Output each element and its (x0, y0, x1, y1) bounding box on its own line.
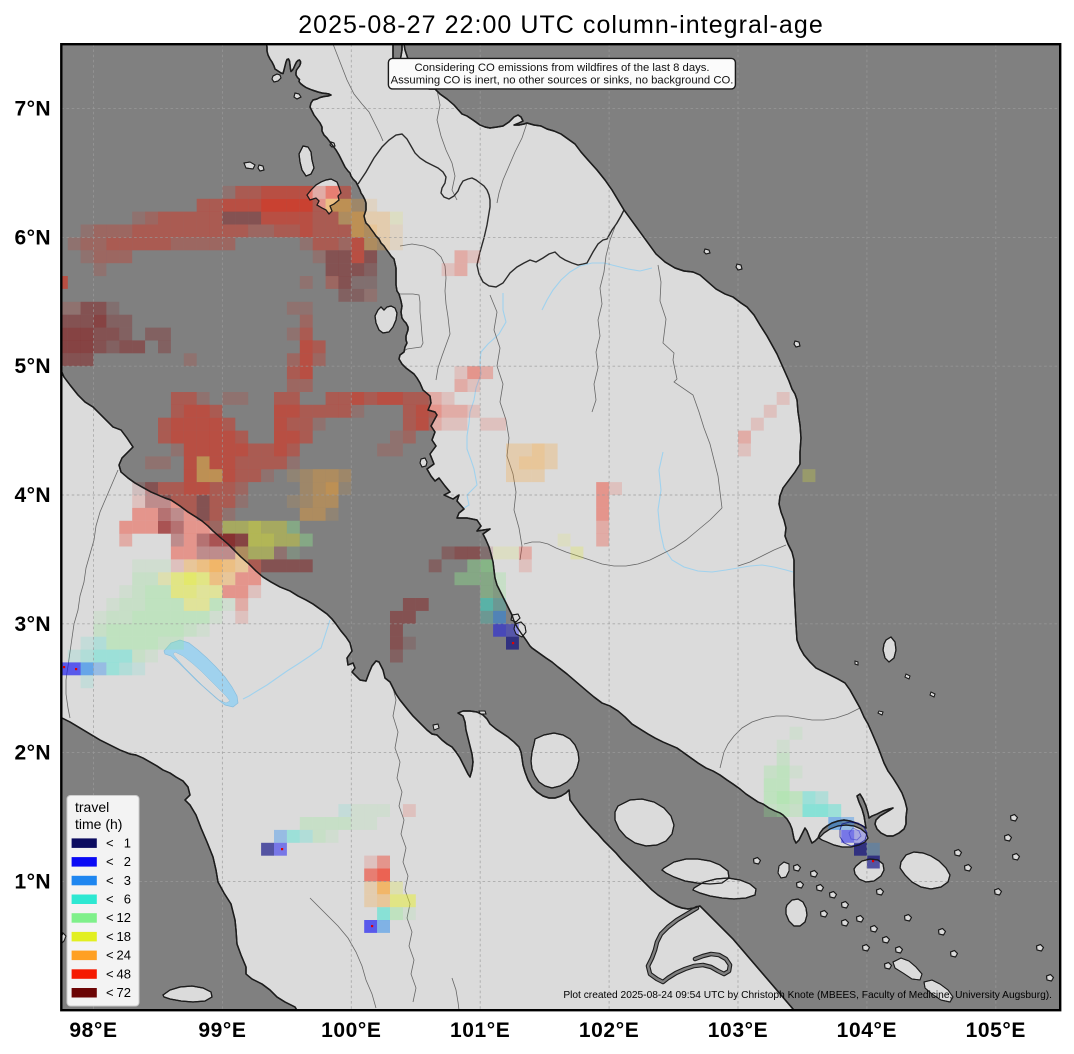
svg-text:<: < (106, 929, 114, 944)
svg-text:2025-08-27 22:00 UTC column-in: 2025-08-27 22:00 UTC column-integral-age (298, 11, 824, 39)
svg-text:3°N: 3°N (15, 613, 51, 636)
svg-text:99°E: 99°E (198, 1019, 246, 1042)
svg-text:105°E: 105°E (966, 1019, 1026, 1042)
svg-text:103°E: 103°E (708, 1019, 768, 1042)
svg-text:travel: travel (75, 799, 109, 815)
svg-text:<: < (106, 892, 114, 907)
svg-text:<: < (106, 854, 114, 869)
svg-text:2: 2 (124, 854, 131, 869)
svg-text:6°N: 6°N (15, 226, 51, 249)
svg-text:<: < (106, 948, 114, 963)
svg-text:1°N: 1°N (15, 870, 51, 893)
svg-text:104°E: 104°E (837, 1019, 897, 1042)
svg-text:Plot created 2025-08-24 09:54: Plot created 2025-08-24 09:54 UTC by Chr… (563, 990, 1052, 1001)
svg-text:<: < (106, 910, 114, 925)
svg-text:5°N: 5°N (15, 355, 51, 378)
svg-text:<: < (106, 835, 114, 850)
svg-text:<: < (106, 985, 114, 1000)
svg-text:time (h): time (h) (75, 816, 122, 832)
svg-text:100°E: 100°E (321, 1019, 381, 1042)
svg-text:48: 48 (117, 966, 131, 981)
svg-text:Assuming CO is inert, no other: Assuming CO is inert, no other sources o… (391, 74, 734, 86)
svg-text:102°E: 102°E (579, 1019, 639, 1042)
svg-text:12: 12 (117, 910, 131, 925)
svg-text:4°N: 4°N (15, 484, 51, 507)
svg-text:72: 72 (117, 985, 131, 1000)
svg-text:24: 24 (117, 948, 131, 963)
svg-text:<: < (106, 873, 114, 888)
svg-text:6: 6 (124, 892, 131, 907)
svg-text:1: 1 (124, 835, 131, 850)
svg-text:Considering CO emissions from: Considering CO emissions from wildfires … (414, 62, 709, 74)
svg-text:18: 18 (117, 929, 131, 944)
svg-text:2°N: 2°N (15, 742, 51, 765)
svg-text:101°E: 101°E (450, 1019, 510, 1042)
svg-text:<: < (106, 966, 114, 981)
svg-text:3: 3 (124, 873, 131, 888)
svg-text:98°E: 98°E (69, 1019, 117, 1042)
svg-text:7°N: 7°N (15, 98, 51, 121)
